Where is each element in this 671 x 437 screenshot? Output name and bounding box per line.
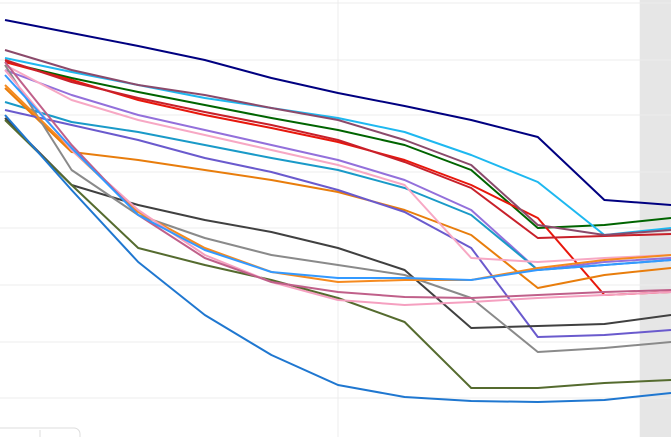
series-line <box>4 74 671 281</box>
series-line <box>4 109 671 338</box>
series-line <box>4 119 671 389</box>
series-line <box>4 114 671 403</box>
series-line <box>4 117 671 329</box>
series-line <box>4 59 671 239</box>
series-line <box>4 69 671 306</box>
series-line <box>4 87 671 289</box>
series-line <box>4 64 671 353</box>
series-line <box>4 19 671 206</box>
series-line <box>4 49 671 236</box>
series-line <box>4 61 671 229</box>
lines <box>4 19 671 403</box>
series-line <box>4 64 671 263</box>
